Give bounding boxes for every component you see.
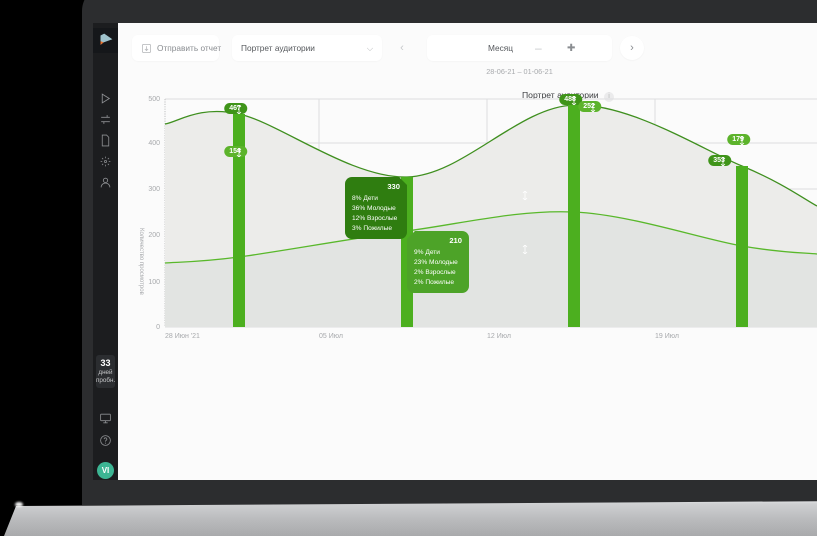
- svg-text:100: 100: [148, 279, 160, 286]
- svg-text:05 Июл: 05 Июл: [319, 333, 343, 340]
- svg-text:500: 500: [148, 96, 160, 103]
- svg-text:300: 300: [148, 186, 160, 193]
- svg-text:200: 200: [148, 232, 160, 239]
- svg-text:12 Июл: 12 Июл: [487, 333, 511, 340]
- svg-text:0: 0: [156, 324, 160, 331]
- svg-text:19 Июл: 19 Июл: [655, 333, 679, 340]
- svg-text:400: 400: [148, 140, 160, 147]
- svg-text:28 Июн '21: 28 Июн '21: [165, 333, 200, 340]
